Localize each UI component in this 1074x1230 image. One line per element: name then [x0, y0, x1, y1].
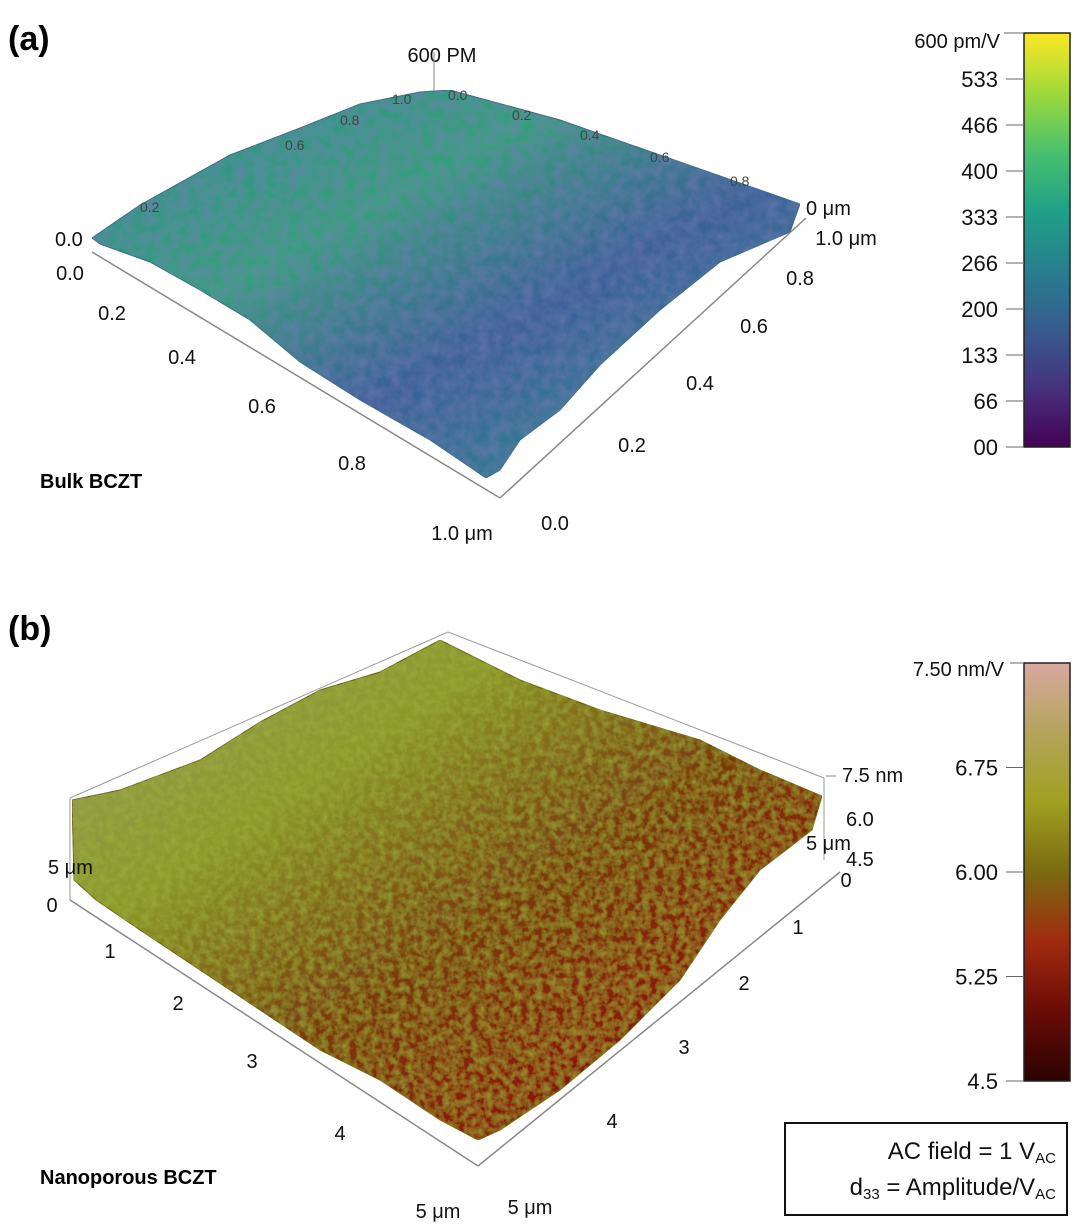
panel-a-top-label: 600 PM [408, 45, 477, 67]
tick-label: 0.2 [512, 107, 532, 123]
panel-b-left-axis [69, 899, 479, 1167]
tick-label: 0.8 [340, 112, 360, 128]
colorbar-a-ticks: 533 466 400 333 266 200 133 66 00 [961, 67, 1024, 460]
tick-label: 0.0 [541, 513, 569, 535]
tick-label: 1.0 μm [431, 523, 493, 545]
colorbar-tick-label: 533 [961, 67, 998, 92]
panel-b-z-tick: 6.0 [846, 809, 874, 831]
tick-label: 0.0 [56, 263, 84, 285]
tick-label: 4 [334, 1123, 345, 1145]
tick-label: 1.0 [392, 91, 412, 107]
tick-label: 0.2 [98, 303, 126, 325]
tick-label: 0.4 [168, 347, 196, 369]
colorbar-tick-label: 00 [974, 435, 998, 460]
panel-b-back-left-tick: 5 μm [48, 857, 93, 879]
panel-a-left-axis [91, 251, 501, 499]
panel-a-left-ticks: 0.0 0.2 0.4 0.6 0.8 1.0 μm [56, 263, 493, 545]
tick-label: 0.4 [686, 373, 714, 395]
tick-label: 0.6 [740, 316, 768, 338]
annotation-line-d33: d33 = Amplitude/VAC [850, 1174, 1056, 1203]
panel-a-sample-name: Bulk BCZT [40, 471, 142, 493]
tick-label: 5 μm [416, 1201, 461, 1223]
annotation-ac-field-text: AC field = 1 V [887, 1138, 1036, 1165]
colorbar-tick-label: 466 [961, 113, 998, 138]
panel-a-right-ticks: 0.0 0.2 0.4 0.6 0.8 1.0 μm [541, 228, 877, 535]
panel-b-sample-name: Nanoporous BCZT [40, 1167, 217, 1189]
colorbar-tick-label: 333 [961, 205, 998, 230]
panel-a-surface [91, 89, 801, 479]
annotation-amplitude-text: = Amplitude/V [879, 1174, 1036, 1201]
tick-label: 0.6 [285, 137, 305, 153]
tick-label: 3 [678, 1037, 689, 1059]
annotation-33-subscript: 33 [863, 1186, 880, 1203]
tick-label: 0 [46, 895, 57, 917]
tick-label: 0.8 [786, 268, 814, 290]
tick-label: 2 [738, 973, 749, 995]
colorbar-tick-label: 266 [961, 251, 998, 276]
panel-a-label: (a) [8, 20, 50, 58]
colorbar-b [1023, 662, 1071, 1082]
colorbar-tick-label: 4.5 [967, 1069, 998, 1094]
annotation-vac-subscript: AC [1035, 1186, 1056, 1203]
panel-b-z-tick: 7.5 nm [842, 765, 903, 787]
colorbar-tick-label: 133 [961, 343, 998, 368]
colorbar-tick-label: 200 [961, 297, 998, 322]
colorbar-a-top-label: 600 pm/V [914, 31, 1000, 53]
colorbar-tick-label: 400 [961, 159, 998, 184]
tick-label: 0.0 [448, 87, 468, 103]
colorbar-tick-label: 66 [974, 389, 998, 414]
colorbar-tick-label: 6.00 [955, 860, 998, 885]
tick-label: 0.8 [338, 453, 366, 475]
annotation-ac-subscript: AC [1035, 1150, 1056, 1167]
tick-label: 0.6 [650, 149, 670, 165]
panel-b-left-ticks: 0 1 2 3 4 5 μm [46, 895, 460, 1223]
tick-label: 1 [104, 941, 115, 963]
panel-b-surface [71, 639, 823, 1141]
panel-a-back-ticks: 0.2 0.6 0.8 1.0 0.0 0.2 0.4 0.6 0.8 [140, 87, 750, 215]
tick-label: 0.4 [580, 127, 600, 143]
panel-b-back-box [69, 631, 825, 799]
tick-label: 4 [606, 1111, 617, 1133]
panel-b-label: (b) [8, 610, 51, 648]
panel-a-right-axis [499, 217, 807, 499]
colorbar-b-ticks: 6.75 6.00 5.25 4.5 [955, 756, 1024, 1094]
colorbar-a [1023, 32, 1071, 448]
colorbar-tick-label: 5.25 [955, 965, 998, 990]
panel-a-back-corner-tick: 0.0 [55, 229, 83, 251]
tick-label: 2 [172, 993, 183, 1015]
panel-a-z-tick: 0 μm [806, 198, 851, 220]
tick-label: 5 μm [508, 1197, 553, 1219]
panel-b-right-top-tick: 5 μm [806, 833, 851, 855]
annotation-box: AC field = 1 VAC d33 = Amplitude/VAC [784, 1122, 1068, 1216]
tick-label: 0.8 [730, 173, 750, 189]
annotation-line-ac-field: AC field = 1 VAC [888, 1138, 1056, 1167]
annotation-d-text: d [849, 1174, 864, 1201]
tick-label: 0.6 [248, 396, 276, 418]
panel-b-right-axis [477, 871, 841, 1167]
colorbar-tick-label: 6.75 [955, 756, 998, 781]
tick-label: 0 [840, 870, 851, 892]
tick-label: 1.0 μm [815, 228, 877, 250]
panel-a: (a) 600 PM 0.0 0.2 0.4 0.6 0.8 1.0 μm 0.… [8, 20, 1071, 545]
tick-label: 1 [792, 917, 803, 939]
tick-label: 0.2 [140, 199, 160, 215]
panel-b-right-ticks: 5 μm 4 3 2 1 0 [508, 870, 852, 1219]
panel-b: (b) 5 μm 0 1 2 3 4 5 μm 5 μm 4 3 2 1 0 5… [8, 610, 1071, 1223]
colorbar-b-top-label: 7.50 nm/V [913, 659, 1005, 681]
tick-label: 3 [246, 1051, 257, 1073]
panel-b-z-tick: 4.5 [846, 849, 874, 871]
tick-label: 0.2 [618, 435, 646, 457]
